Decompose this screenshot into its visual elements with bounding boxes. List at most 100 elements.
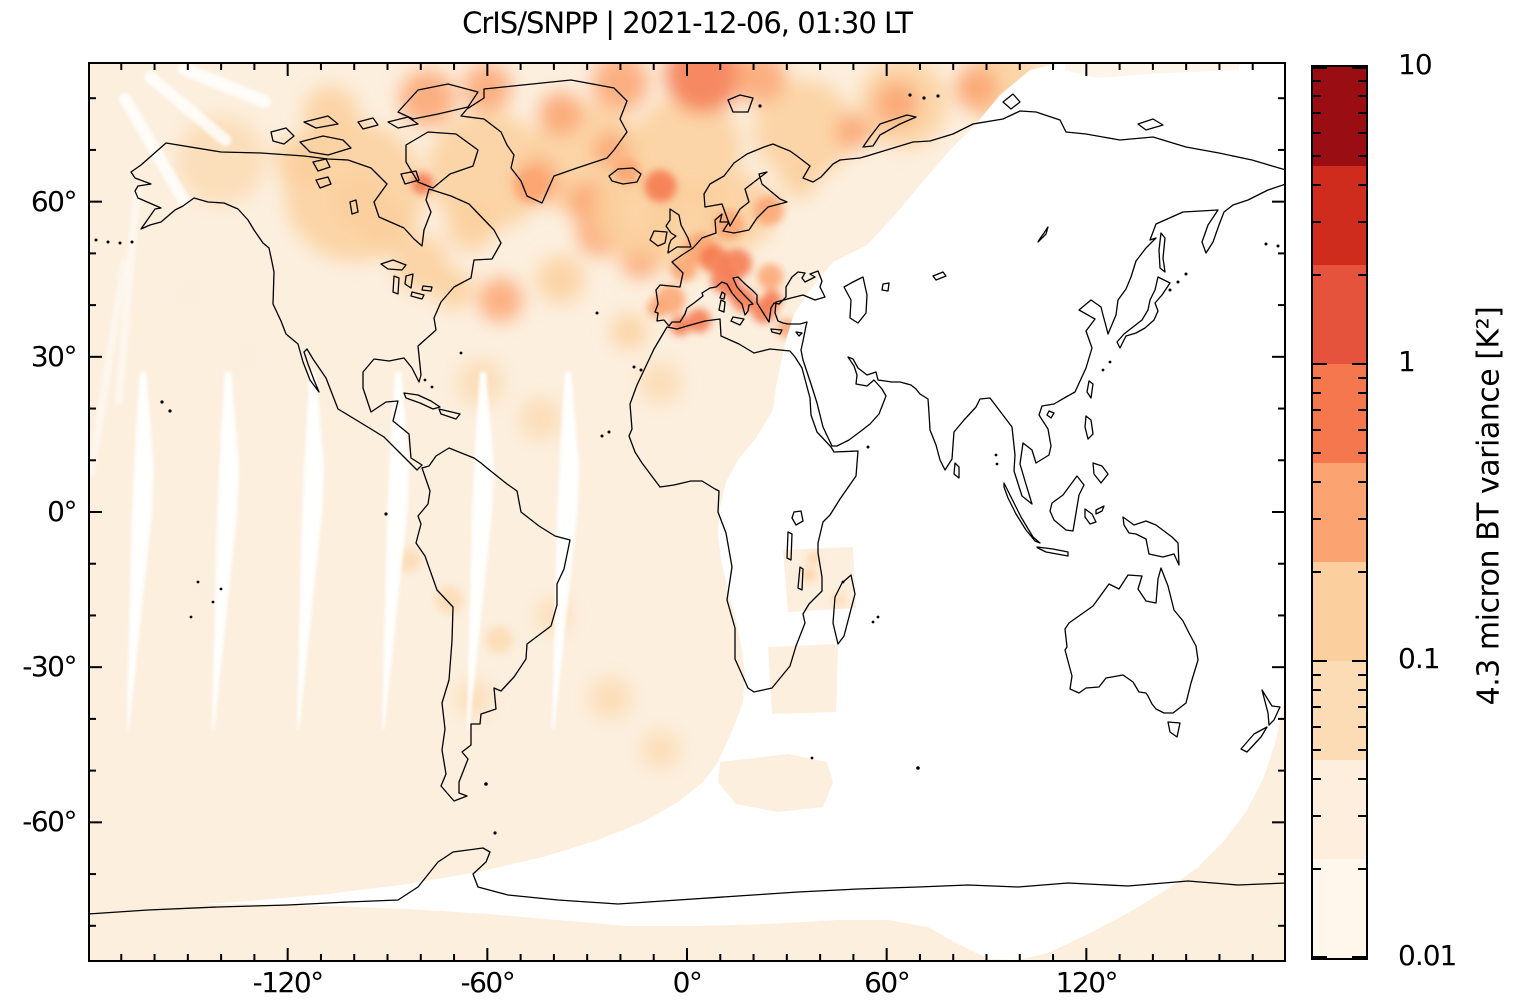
colorbar-tick: [1358, 749, 1366, 752]
colorbar: [1311, 65, 1368, 960]
colorbar-tick: [1358, 428, 1366, 431]
colorbar-tick: [1352, 956, 1366, 958]
colorbar-tick: [1358, 815, 1366, 818]
coast-mediterranean-islands: [718, 291, 803, 337]
y-tick-label: 30°: [30, 339, 78, 373]
colorbar-tick: [1313, 660, 1327, 662]
colorbar-tick: [1313, 956, 1327, 958]
colorbar-tick: [1358, 688, 1366, 691]
colorbar-tick: [1358, 725, 1366, 728]
colorbar-segment: [1313, 859, 1366, 958]
coast-north-america: [130, 142, 502, 471]
colorbar-tick: [1313, 273, 1321, 276]
map-panel: [88, 62, 1286, 962]
colorbar-tick: [1313, 749, 1321, 752]
colorbar-axis-label: 4.3 micron BT variance [K²]: [1471, 306, 1507, 706]
colorbar-tick: [1313, 376, 1321, 379]
colorbar-segment: [1313, 463, 1366, 563]
colorbar-tick: [1313, 184, 1321, 187]
coast-greenland: [460, 79, 628, 204]
colorbar-tick: [1313, 94, 1321, 97]
colorbar-tick: [1352, 363, 1366, 365]
colorbar-segment: [1313, 166, 1366, 266]
coast-antarctica: [88, 847, 1286, 915]
colorbar-tick: [1358, 273, 1366, 276]
y-tick-label: -30°: [22, 650, 77, 684]
colorbar-tick: [1313, 79, 1321, 82]
map-frame: [88, 62, 1286, 962]
colorbar-tick: [1358, 184, 1366, 187]
colorbar-tick: [1313, 221, 1321, 224]
small-islands: [94, 93, 1280, 835]
x-tick-label: -120°: [252, 966, 325, 999]
colorbar-tick: [1358, 673, 1366, 676]
y-tick-label: -60°: [22, 805, 77, 839]
colorbar-tick: [1358, 570, 1366, 573]
coast-australia-nz: [1064, 567, 1281, 753]
coast-caribbean: [403, 392, 461, 420]
colorbar-tick: [1313, 706, 1321, 708]
colorbar-tick: [1358, 155, 1366, 158]
orbit-gaps: [88, 62, 580, 730]
colorbar-tick: [1358, 112, 1366, 114]
coast-arctic-islands: [270, 83, 1164, 189]
colorbar-tick: [1313, 409, 1321, 411]
colorbar-segment: [1313, 661, 1366, 761]
coast-uk-ireland: [649, 208, 692, 254]
coastlines: [88, 79, 1286, 915]
world-map: [88, 62, 1286, 962]
colorbar-tick: [1358, 778, 1366, 781]
colorbar-tick: [1313, 673, 1321, 676]
colorbar-tick: [1313, 428, 1321, 431]
colorbar-tick: [1358, 79, 1366, 82]
colorbar-tick: [1313, 481, 1321, 484]
x-tick-label: 120°: [1055, 966, 1119, 999]
colorbar-tick: [1313, 725, 1321, 728]
colorbar-tick: [1358, 221, 1366, 224]
variance-field: [88, 62, 1044, 770]
coast-maritime-continent: [1003, 415, 1180, 566]
coast-africa: [628, 318, 859, 693]
map-ticks: [88, 62, 1286, 962]
colorbar-segment: [1313, 760, 1366, 860]
colorbar-tick-label: 0.1: [1398, 642, 1441, 675]
coast-south-america: [415, 447, 571, 802]
colorbar-tick: [1358, 518, 1366, 521]
colorbar-tick-label: 1: [1398, 345, 1416, 378]
colorbar-tick: [1313, 815, 1321, 818]
x-tick-label: 0°: [672, 966, 703, 999]
y-tick-label: 0°: [47, 495, 77, 528]
coast-eurasia-north: [655, 110, 1286, 291]
colorbar-tick: [1352, 67, 1366, 69]
colorbar-tick: [1313, 688, 1321, 691]
lakes: [312, 158, 1049, 591]
colorbar-tick: [1313, 67, 1327, 69]
x-tick-label: 60°: [864, 966, 911, 999]
coast-madagascar: [832, 574, 856, 645]
coast-eurasia-south: [654, 183, 1286, 505]
colorbar-tick-label: 10: [1398, 48, 1433, 81]
colorbar-tick: [1313, 112, 1321, 114]
colorbar-segment: [1313, 364, 1366, 464]
colorbar-tick: [1358, 391, 1366, 394]
colorbar-tick: [1313, 452, 1321, 455]
y-tick-label: 60°: [30, 184, 78, 218]
colorbar-tick: [1313, 778, 1321, 781]
colorbar-tick: [1358, 706, 1366, 708]
colorbar-tick-label: 0.01: [1398, 939, 1457, 972]
colorbar-tick: [1358, 481, 1366, 484]
colorbar-tick: [1313, 131, 1321, 134]
colorbar-segment: [1313, 67, 1366, 167]
colorbar-tick: [1313, 867, 1321, 870]
colorbar-tick: [1313, 518, 1321, 521]
colorbar-tick: [1358, 409, 1366, 411]
colorbar-segment: [1313, 265, 1366, 364]
colorbar-tick: [1358, 131, 1366, 134]
coast-east-asia-islands: [953, 232, 1171, 479]
colorbar-tick: [1313, 363, 1327, 365]
colorbar-tick: [1313, 570, 1321, 573]
colorbar-tick: [1358, 94, 1366, 97]
colorbar-tick: [1313, 155, 1321, 158]
colorbar-segment: [1313, 562, 1366, 661]
